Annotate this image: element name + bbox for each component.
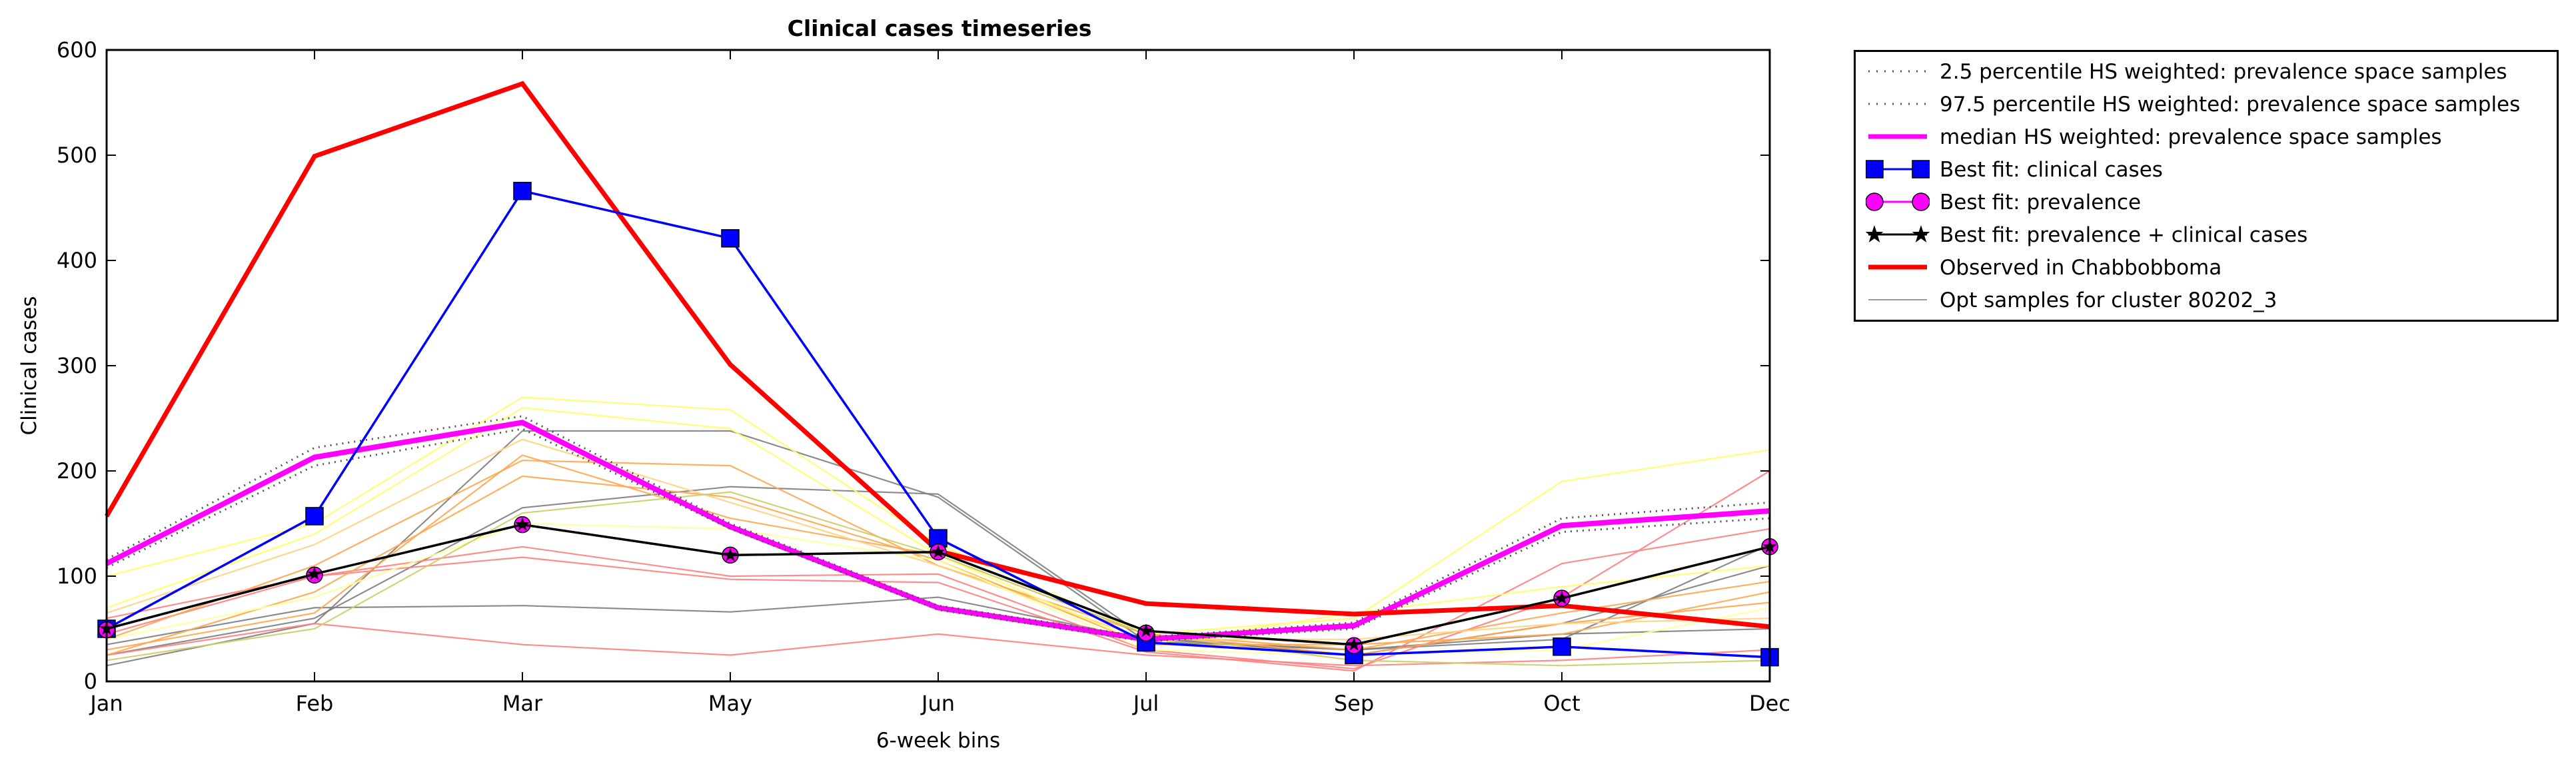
- legend-label: 2.5 percentile HS weighted: prevalence s…: [1940, 60, 2507, 84]
- square-marker: [305, 507, 324, 526]
- legend-label: Best fit: prevalence + clinical cases: [1940, 223, 2308, 247]
- star-marker-icon: [1866, 225, 1930, 242]
- legend-label: Best fit: prevalence: [1940, 191, 2142, 214]
- y-tick-label: 100: [57, 564, 97, 589]
- y-axis-label: Clinical cases: [17, 296, 41, 435]
- legend-item-best-fit-combined: Best fit: prevalence + clinical cases: [1856, 218, 2557, 251]
- x-tick-label: Dec: [1749, 691, 1790, 716]
- y-tick-label: 500: [57, 143, 97, 168]
- median-line: [105, 420, 1770, 642]
- y-tick-label: 0: [84, 669, 97, 694]
- x-tick-label: May: [708, 691, 752, 716]
- square-marker: [721, 229, 740, 248]
- legend: 2.5 percentile HS weighted: prevalence s…: [1854, 50, 2559, 322]
- legend-item-best-fit-prevalence: Best fit: prevalence: [1856, 186, 2557, 218]
- x-axis-label: 6-week bins: [876, 729, 1000, 753]
- legend-swatch-red-line: [1868, 264, 1927, 270]
- legend-swatch-magenta-line: [1868, 134, 1927, 139]
- star-marker: [931, 544, 946, 558]
- legend-item-best-fit-clinical: Best fit: clinical cases: [1856, 153, 2557, 186]
- y-tick-label: 200: [57, 458, 97, 484]
- x-tick-label: Feb: [296, 691, 334, 716]
- star-marker: [1555, 591, 1569, 605]
- x-tick-label: Oct: [1543, 691, 1580, 716]
- x-tick-label: Sep: [1334, 691, 1374, 716]
- legend-label: 97.5 percentile HS weighted: prevalence …: [1940, 93, 2521, 117]
- circle-marker-icon: [1866, 193, 1930, 211]
- x-tick-label: Mar: [502, 691, 543, 716]
- legend-label: median HS weighted: prevalence space sam…: [1940, 125, 2442, 149]
- y-tick-label: 600: [57, 37, 97, 63]
- opt-sample-line: [106, 438, 1770, 640]
- opt-sample-line: [106, 622, 1770, 667]
- opt-sample-line: [106, 470, 1770, 670]
- opt-sample-line: [106, 596, 1770, 651]
- star-marker: [1139, 623, 1153, 637]
- legend-label: Best fit: clinical cases: [1940, 158, 2163, 182]
- y-tick-label: 300: [57, 353, 97, 378]
- legend-swatch-grey-line: [1868, 299, 1927, 300]
- star-marker: [723, 548, 738, 562]
- y-tick-label: 400: [57, 248, 97, 273]
- square-marker: [1553, 637, 1571, 656]
- chart-title: Clinical cases timeseries: [788, 15, 1092, 41]
- legend-item-2-5-percentile: 2.5 percentile HS weighted: prevalence s…: [1856, 55, 2557, 88]
- opt-sample-line: [106, 396, 1770, 635]
- best-fit-clinical-line: [106, 189, 1770, 659]
- star-marker: [515, 517, 530, 531]
- x-tick-label: Jan: [89, 691, 123, 716]
- plot-frame: [105, 49, 1771, 683]
- legend-item-opt-samples: Opt samples for cluster 80202_3: [1856, 284, 2557, 316]
- legend-item-97-5-percentile: 97.5 percentile HS weighted: prevalence …: [1856, 88, 2557, 121]
- legend-item-median: median HS weighted: prevalence space sam…: [1856, 121, 2557, 153]
- legend-label: Opt samples for cluster 80202_3: [1940, 288, 2277, 312]
- percentile-line: [106, 415, 1770, 639]
- x-tick-label: Jul: [1132, 691, 1159, 716]
- legend-swatch-dotted: [1868, 103, 1927, 105]
- opt-sample-line: [106, 491, 1770, 667]
- legend-item-observed: Observed in Chabbobboma: [1856, 251, 2557, 284]
- x-tick-label: Jun: [920, 691, 955, 716]
- series-layer: [97, 81, 1779, 667]
- square-marker: [513, 181, 532, 200]
- axis-layer: Jan Feb Mar May Jun Jul Sep Oct Dec 0 100 200 300 400…: [57, 37, 1790, 716]
- square-marker-icon: [1866, 160, 1930, 179]
- legend-swatch-dotted: [1868, 70, 1927, 73]
- legend-label: Observed in Chabbobboma: [1940, 256, 2222, 280]
- star-marker: [1347, 637, 1361, 651]
- opt-sample-line: [106, 430, 1770, 667]
- opt-sample-line: [106, 528, 1770, 672]
- star-marker: [307, 566, 322, 580]
